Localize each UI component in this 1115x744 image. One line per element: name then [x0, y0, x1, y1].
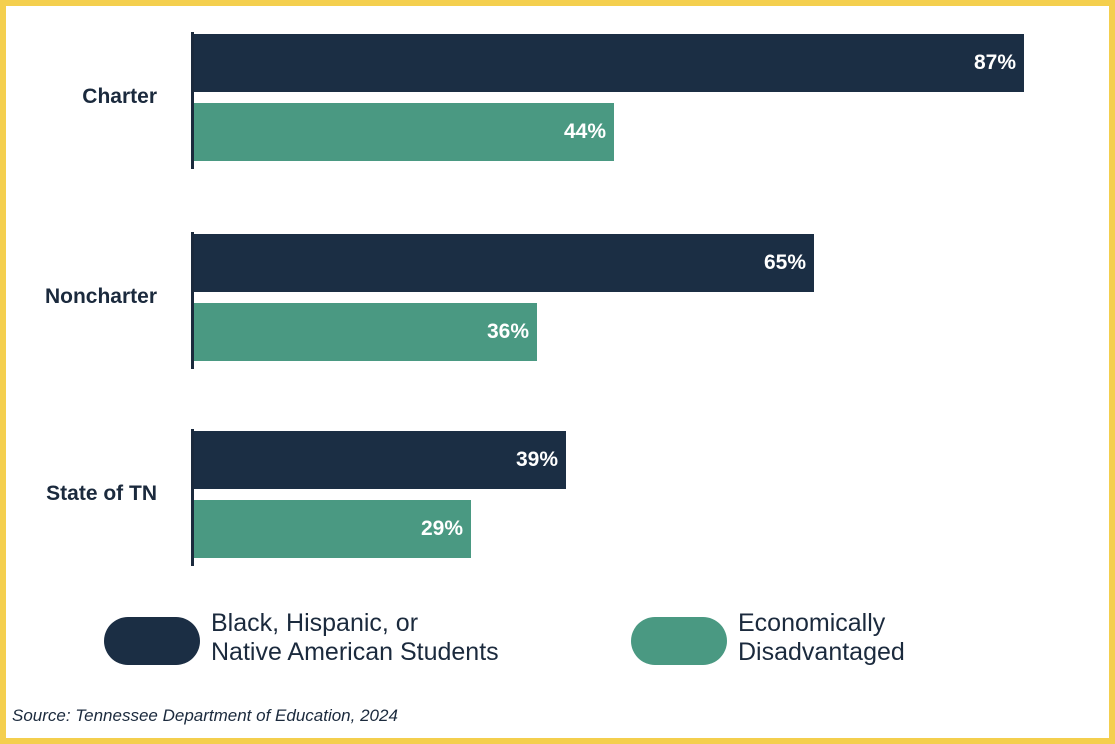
- data-label: 44%: [563, 120, 606, 143]
- axis-line: [191, 429, 194, 566]
- bar: 65%: [194, 234, 814, 292]
- data-label: 39%: [515, 448, 558, 471]
- legend-label-minority: Black, Hispanic, or Native American Stud…: [211, 609, 499, 666]
- category-label: Noncharter: [44, 284, 157, 308]
- data-label: 65%: [763, 251, 806, 274]
- legend-label-econ: Economically Disadvantaged: [738, 609, 905, 666]
- bar: 87%: [194, 34, 1024, 92]
- legend-swatch-minority: [104, 617, 200, 665]
- bar: 36%: [194, 303, 537, 361]
- legend-swatch-econ: [631, 617, 727, 665]
- bar-chart: Charter 87% 44% Noncharter 65% 36% State of TN…: [6, 6, 1109, 606]
- axis-line: [191, 232, 194, 369]
- axis-line: [191, 32, 194, 169]
- data-label: 29%: [420, 517, 463, 540]
- bar: 44%: [194, 103, 614, 161]
- category-label: State of TN: [46, 481, 157, 505]
- category-label: Charter: [82, 84, 157, 108]
- source-note: Source: Tennessee Department of Educatio…: [12, 706, 398, 725]
- data-label: 36%: [486, 320, 529, 343]
- bar: 39%: [194, 431, 566, 489]
- bar: 29%: [194, 500, 471, 558]
- chart-frame: Charter 87% 44% Noncharter 65% 36% State of TN…: [6, 6, 1109, 738]
- data-label: 87%: [973, 51, 1016, 74]
